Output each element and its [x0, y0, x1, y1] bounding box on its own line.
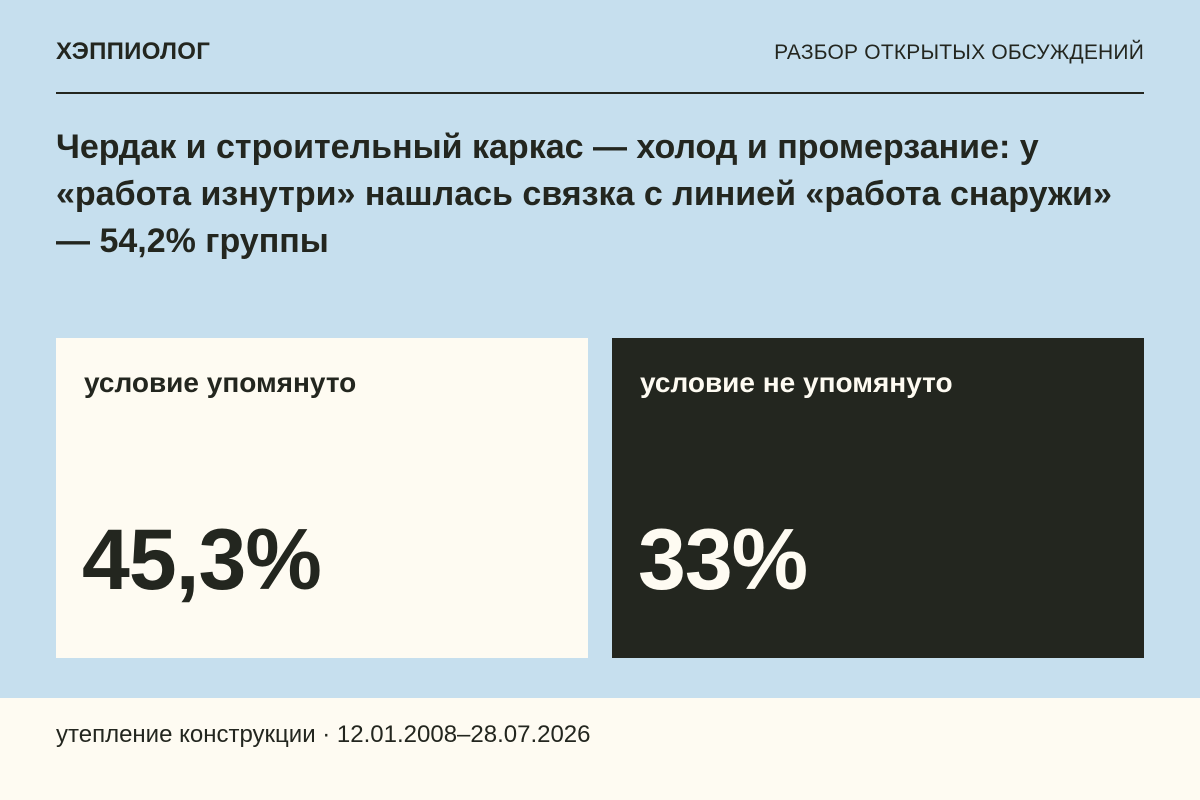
stat-card-label: условие упомянуто [84, 367, 357, 398]
footer-caption: утепление конструкции · 12.01.2008–28.07… [56, 721, 591, 748]
stat-card-not-mentioned: условие не упомянуто 33% [612, 338, 1144, 658]
section-title: РАЗБОР ОТКРЫТЫХ ОБСУЖДЕНИЙ [774, 41, 1144, 64]
headline: Чердак и строительный каркас — холод и п… [56, 128, 1112, 260]
footer-bar: утепление конструкции · 12.01.2008–28.07… [0, 698, 1200, 800]
stat-card-value: 45,3% [82, 512, 322, 608]
stat-card-value: 33% [638, 512, 808, 608]
header-bar: ХЭППИОЛОГ РАЗБОР ОТКРЫТЫХ ОБСУЖДЕНИЙ [56, 36, 1144, 94]
brand-logo-text: ХЭППИОЛОГ [56, 38, 211, 65]
stat-card-mentioned: условие упомянуто 45,3% [56, 338, 588, 658]
stat-card-label: условие не упомянуто [640, 367, 953, 398]
